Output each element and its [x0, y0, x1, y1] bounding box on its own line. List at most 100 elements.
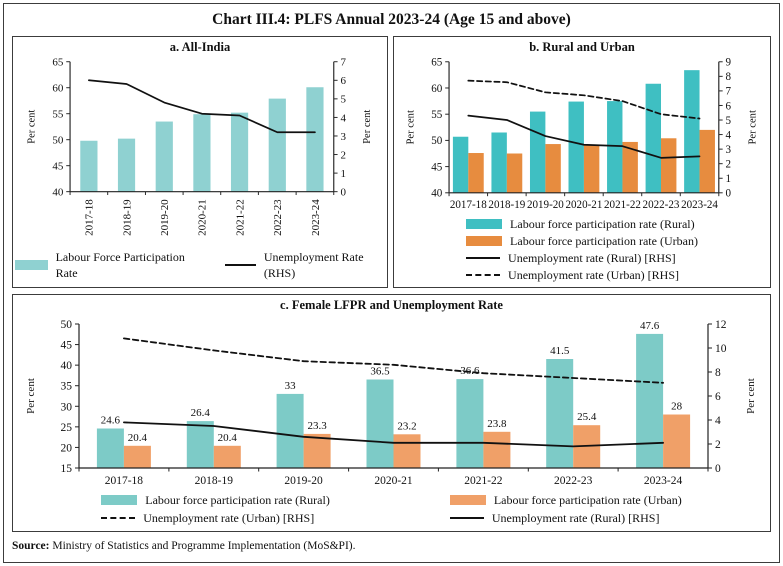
bar [622, 141, 638, 193]
x-axis-label: 2018-19 [488, 199, 525, 211]
legend-swatch-bar [466, 236, 503, 246]
right-tick-label: 7 [726, 86, 732, 98]
legend-label: Unemployment rate (Urban) [RHS] [508, 268, 679, 282]
bar [583, 145, 600, 193]
legend-female-lfpr: Labour force participation rate (Rural) L… [101, 492, 682, 526]
legend-swatch-dashed-line [101, 517, 136, 519]
panel-all-india: a. All-India 40 45 50 55 60 65 0 1 2 3 4 5 6 7 2017-18… [12, 36, 388, 288]
right-tick-label: 12 [715, 319, 727, 331]
bar [213, 445, 241, 468]
left-tick-label: 40 [52, 186, 63, 198]
bar [276, 393, 304, 468]
x-axis-label: 2021-22 [234, 199, 246, 236]
bar [506, 153, 523, 193]
line-series [467, 79, 701, 120]
legend-label: Labour force participation rate (Urban) [493, 493, 682, 507]
right-tick-label: 0 [340, 186, 346, 198]
bar-value-label: 26.4 [191, 407, 211, 419]
right-tick-label: 7 [340, 57, 346, 69]
left-tick-label: 65 [52, 57, 63, 69]
legend-item: Labour force participation rate (Urban) [466, 233, 698, 249]
right-tick-label: 1 [340, 168, 345, 180]
legend-swatch-solid-line [225, 264, 256, 266]
x-axis-label: 2022-23 [272, 199, 284, 236]
left-tick-label: 45 [431, 161, 443, 173]
bar [268, 98, 286, 192]
x-axis-label: 2017-18 [450, 199, 487, 211]
x-axis-label: 2023-24 [644, 475, 683, 487]
bar [155, 121, 173, 192]
right-tick-label: 8 [715, 367, 721, 379]
bar [393, 434, 421, 468]
bar-value-label: 20.4 [218, 432, 238, 444]
right-axis-title: Per cent [747, 110, 758, 144]
legend-rural-urban: Labour force participation rate (Rural) L… [466, 216, 698, 283]
bar-value-label: 23.8 [487, 418, 507, 430]
right-tick-label: 2 [340, 149, 345, 161]
x-axis-label: 2018-19 [195, 475, 234, 487]
bar-value-label: 20.4 [128, 432, 148, 444]
bar [468, 153, 484, 193]
panel-rural-urban: b. Rural and Urban 40 45 50 55 60 65 0 1 2 3 4 5 6 7 8… [393, 36, 771, 288]
left-tick-label: 45 [52, 161, 63, 173]
left-tick-label: 45 [61, 340, 73, 352]
figure-border-box: Chart III.4: PLFS Annual 2023-24 (Age 15… [3, 3, 780, 563]
legend-item: Labour force participation rate (Rural) [101, 492, 330, 508]
legend-label: Unemployment rate (Rural) [RHS] [508, 251, 676, 265]
bar [661, 138, 677, 193]
legend-item: Unemployment rate (Rural) [RHS] [466, 250, 676, 266]
bar [306, 87, 324, 192]
line-series [123, 337, 664, 384]
bar [546, 359, 574, 468]
x-axis-label: 2019-20 [159, 199, 171, 236]
bar [699, 129, 715, 193]
bar [96, 428, 124, 468]
bar-value-label: 23.3 [307, 420, 327, 432]
left-tick-label: 20 [61, 442, 73, 454]
x-axis-label: 2020-21 [565, 199, 602, 211]
line-series [467, 114, 701, 159]
left-tick-label: 15 [61, 463, 73, 475]
bar [193, 114, 211, 192]
right-tick-label: 2 [715, 439, 721, 451]
x-axis-label: 2022-23 [554, 475, 593, 487]
bar [483, 431, 511, 468]
bar [230, 112, 249, 192]
right-tick-label: 0 [726, 188, 732, 200]
x-axis-label: 2019-20 [527, 199, 564, 211]
left-tick-label: 50 [61, 319, 73, 331]
source-label: Source: [12, 540, 50, 552]
line-series [123, 421, 664, 448]
source-line: Source: Ministry of Statistics and Progr… [12, 539, 771, 554]
bar [636, 333, 664, 468]
right-axis-title: Per cent [362, 110, 373, 144]
bar [123, 445, 151, 468]
right-tick-label: 6 [715, 391, 721, 403]
bar [545, 144, 561, 193]
left-tick-label: 60 [52, 83, 63, 95]
bar [645, 83, 661, 193]
bar [491, 132, 507, 193]
legend-swatch-bar [466, 219, 503, 229]
right-tick-label: 4 [726, 129, 732, 141]
right-axis-title: Per cent [745, 378, 757, 414]
left-axis-title: Per cent [405, 110, 416, 144]
right-tick-label: 4 [715, 415, 721, 427]
legend-swatch-solid-line [449, 517, 484, 519]
left-tick-label: 60 [431, 83, 443, 95]
right-tick-label: 10 [715, 343, 727, 355]
x-axis-label: 2020-21 [374, 475, 413, 487]
right-tick-label: 5 [726, 115, 732, 127]
legend-label: Labour force participation rate (Rural) [145, 493, 330, 507]
bar [80, 140, 98, 192]
right-tick-label: 6 [340, 75, 346, 87]
panel-b-title: b. Rural and Urban [529, 40, 635, 54]
x-axis-label: 2021-22 [464, 475, 503, 487]
line-series [88, 79, 316, 134]
bar [186, 421, 214, 468]
left-tick-label: 35 [61, 381, 73, 393]
left-tick-label: 25 [61, 422, 73, 434]
